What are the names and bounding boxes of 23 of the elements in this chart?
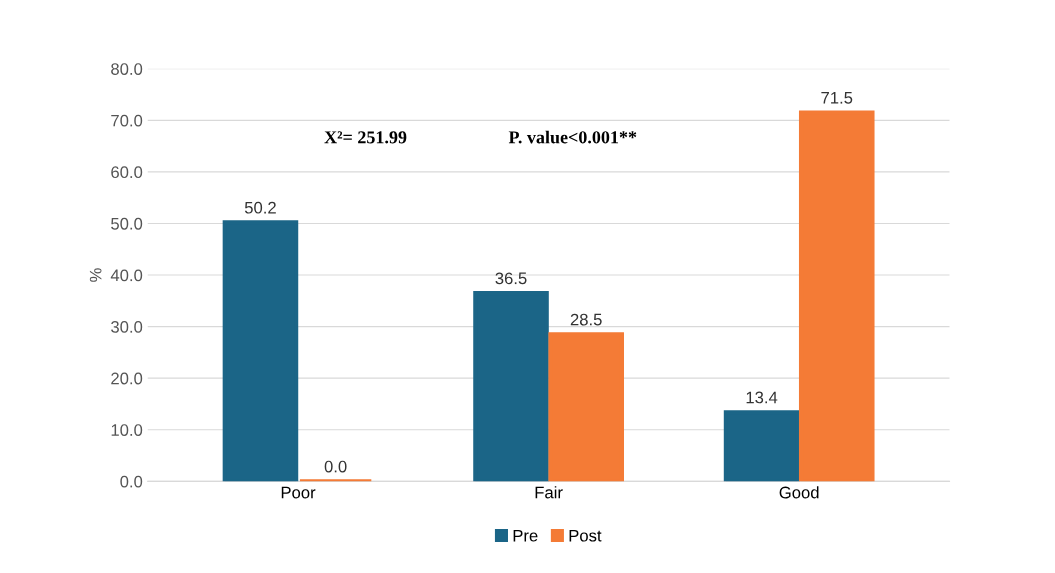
data-label: 28.5 (570, 313, 602, 326)
data-label: 71.5 (821, 92, 853, 104)
y-tick-label: 40.0 (110, 269, 143, 282)
y-tick-label: 0.0 (120, 475, 143, 488)
annotation: X²= 251.99 (324, 131, 407, 144)
y-tick-label: 30.0 (111, 321, 143, 333)
y-tick-label: 20.0 (111, 372, 143, 385)
x-tick-label: Fair (535, 486, 563, 499)
y-tick-label: 60.0 (111, 166, 143, 179)
y-tick-label: 70.0 (111, 114, 143, 127)
y-tick-label: 10.0 (111, 424, 143, 436)
legend-label: Pre (513, 529, 538, 542)
x-tick-label: Poor (281, 486, 316, 499)
legend-label: Post (569, 529, 602, 542)
y-tick-label: 50.0 (111, 217, 143, 230)
x-tick-label: Good (779, 486, 819, 499)
data-label: 36.5 (495, 272, 527, 285)
annotation: P. value<0.001** (508, 130, 637, 144)
data-label: 13.4 (746, 391, 778, 404)
data-label: 50.2 (244, 201, 276, 214)
y-axis-title: % (89, 268, 102, 282)
y-tick-label: 80.0 (111, 63, 143, 75)
data-label: 0.0 (324, 460, 347, 473)
